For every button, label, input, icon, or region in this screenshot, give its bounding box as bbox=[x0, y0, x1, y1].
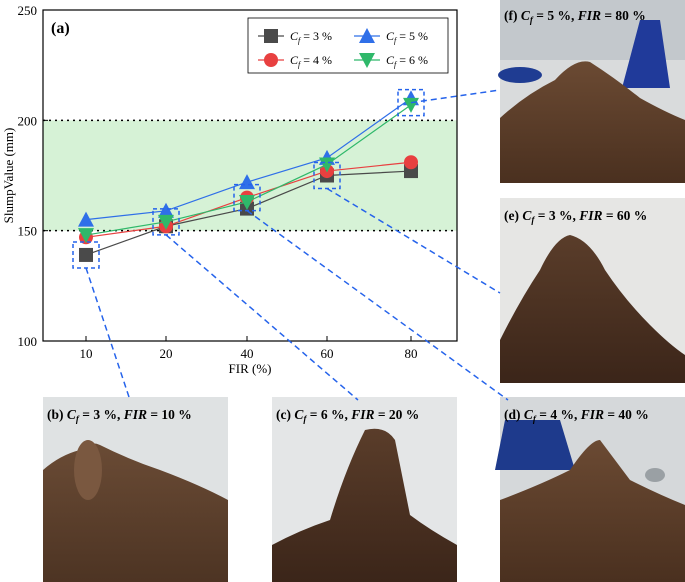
data-point bbox=[404, 155, 418, 170]
axes: 100 150 200 250 10 20 40 60 80 bbox=[18, 3, 458, 361]
data-point bbox=[359, 53, 375, 68]
x-tick-label: 10 bbox=[80, 346, 93, 361]
connector-f bbox=[410, 89, 501, 104]
legend-label: Cf = 3 % bbox=[290, 29, 332, 45]
photo-d-blue-cone bbox=[495, 420, 575, 470]
photo-d-caption: (d) Cf = 4 %, FIR = 40 % bbox=[504, 407, 649, 424]
y-tick-label: 150 bbox=[18, 224, 38, 239]
connector-e bbox=[326, 187, 501, 294]
y-axis-label: SlumpValue (mm) bbox=[1, 128, 16, 224]
data-point bbox=[319, 157, 335, 173]
plot-frame bbox=[42, 9, 458, 342]
data-point bbox=[264, 53, 278, 67]
x-tick-label: 20 bbox=[160, 346, 173, 361]
data-point bbox=[158, 202, 174, 218]
legend-box bbox=[247, 17, 449, 74]
photo-c-soil-pile bbox=[272, 428, 457, 582]
photo-b-soil-column bbox=[74, 440, 102, 500]
photo-e-caption: (e) Cf = 3 %, FIR = 60 % bbox=[504, 208, 647, 225]
x-tick-label: 80 bbox=[405, 346, 418, 361]
data-point bbox=[264, 29, 278, 43]
photo-c-caption: (c) Cf = 6 %, FIR = 20 % bbox=[276, 407, 419, 424]
panel-tag-a: (a) bbox=[51, 20, 70, 37]
data-point bbox=[78, 211, 94, 227]
legend-entry-3: Cf = 5 % bbox=[354, 28, 428, 45]
y-tick-label: 200 bbox=[18, 113, 38, 128]
connector-lines bbox=[85, 89, 509, 401]
photo-f-blue-dish bbox=[498, 67, 542, 83]
photo-d-cup bbox=[645, 468, 665, 482]
legend-label: Cf = 6 % bbox=[386, 53, 428, 69]
photo-panel-e: (e) Cf = 3 %, FIR = 60 % bbox=[500, 198, 685, 383]
photo-f-blue-cone bbox=[622, 20, 670, 88]
connector-b bbox=[85, 267, 131, 401]
series-group bbox=[78, 90, 419, 262]
legend-entry-4: Cf = 6 % bbox=[354, 53, 428, 69]
data-point bbox=[239, 194, 255, 210]
highlight-box-f bbox=[397, 88, 425, 117]
photo-panel-c: (c) Cf = 6 %, FIR = 20 % bbox=[272, 397, 457, 582]
legend-entry-1: Cf = 3 % bbox=[258, 29, 332, 45]
photo-panel-b: (b) Cf = 3 %, FIR = 10 % bbox=[43, 397, 228, 582]
data-point bbox=[78, 228, 94, 244]
photo-f-soil-pile bbox=[500, 61, 685, 183]
photo-e-soil-pile bbox=[500, 235, 685, 383]
photo-panel-f: (f) Cf = 5 %, FIR = 80 % bbox=[498, 0, 685, 183]
data-point bbox=[79, 247, 93, 262]
data-point bbox=[239, 174, 255, 190]
legend-label: Cf = 4 % bbox=[290, 53, 332, 69]
y-tick-label: 250 bbox=[18, 3, 38, 18]
connector-c bbox=[165, 234, 359, 401]
connector-d bbox=[246, 209, 509, 401]
legend-label: Cf = 5 % bbox=[386, 29, 428, 45]
slump-chart: 100 150 200 250 10 20 40 60 80 (a) FIR (%) Slump… bbox=[1, 3, 458, 376]
x-axis-label: FIR (%) bbox=[229, 361, 272, 376]
legend-entry-2: Cf = 4 % bbox=[258, 53, 332, 69]
photo-panel-d: (d) Cf = 4 %, FIR = 40 % bbox=[495, 397, 685, 582]
data-point bbox=[403, 97, 419, 113]
photo-d-soil-pile bbox=[500, 440, 685, 582]
y-tick-label: 100 bbox=[18, 334, 38, 349]
photo-f-caption: (f) Cf = 5 %, FIR = 80 % bbox=[504, 8, 646, 25]
data-point bbox=[158, 214, 174, 230]
x-tick-label: 60 bbox=[321, 346, 334, 361]
legend: Cf = 3 % Cf = 5 % Cf = 4 % Cf = 6 % bbox=[247, 17, 449, 74]
series-4 bbox=[78, 97, 419, 244]
photo-b-caption: (b) Cf = 3 %, FIR = 10 % bbox=[47, 407, 192, 424]
data-point bbox=[359, 28, 375, 43]
x-tick-label: 40 bbox=[241, 346, 254, 361]
